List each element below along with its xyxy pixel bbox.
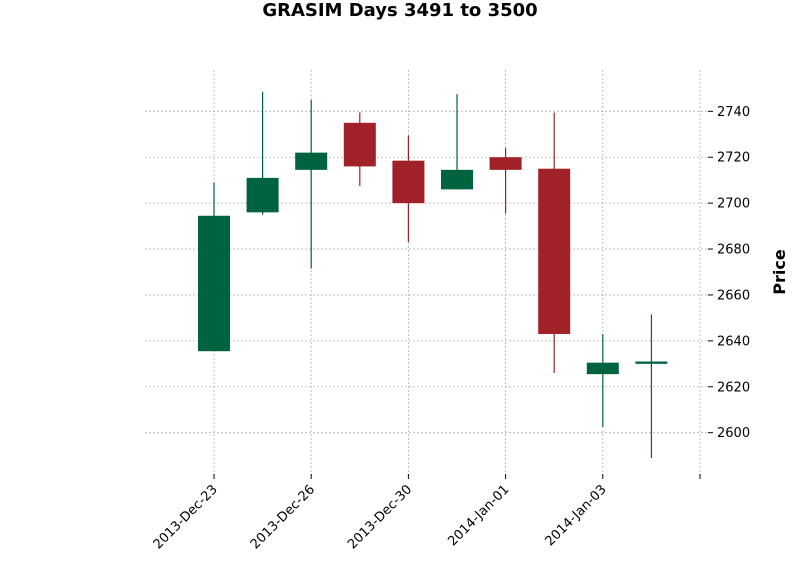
- chart-title: GRASIM Days 3491 to 3500: [262, 0, 538, 21]
- y-tick-label: 2740: [717, 105, 750, 120]
- x-tick-label: 2014-Jan-01: [445, 482, 512, 549]
- candle-body-up: [295, 152, 328, 170]
- candle-body-down: [392, 160, 425, 204]
- y-tick-label: 2660: [717, 288, 750, 303]
- y-tick-label: 2720: [717, 151, 750, 166]
- y-tick-label: 2600: [717, 426, 750, 441]
- candle-body-up: [441, 169, 473, 190]
- candle-body-down: [538, 168, 571, 334]
- candle-body-down: [343, 122, 376, 167]
- x-tick-label: 2014-Jan-03: [543, 482, 610, 549]
- y-tick-label: 2640: [717, 334, 750, 349]
- x-tick-label: 2013-Dec-30: [345, 482, 415, 552]
- y-tick-label: 2680: [717, 243, 750, 258]
- candle-body-up: [198, 215, 230, 352]
- candle-body-up: [586, 362, 619, 375]
- candle-body-down: [489, 157, 522, 170]
- x-tick-label: 2013-Dec-23: [151, 482, 221, 552]
- x-tick-label: 2013-Dec-26: [248, 482, 318, 552]
- candle-body-up: [246, 177, 279, 213]
- candle-layer: [198, 91, 668, 458]
- y-tick-label: 2620: [717, 380, 750, 395]
- y-tick-label: 2700: [717, 197, 750, 212]
- candle-body-up: [635, 361, 668, 364]
- y-axis-label: Price: [770, 249, 789, 295]
